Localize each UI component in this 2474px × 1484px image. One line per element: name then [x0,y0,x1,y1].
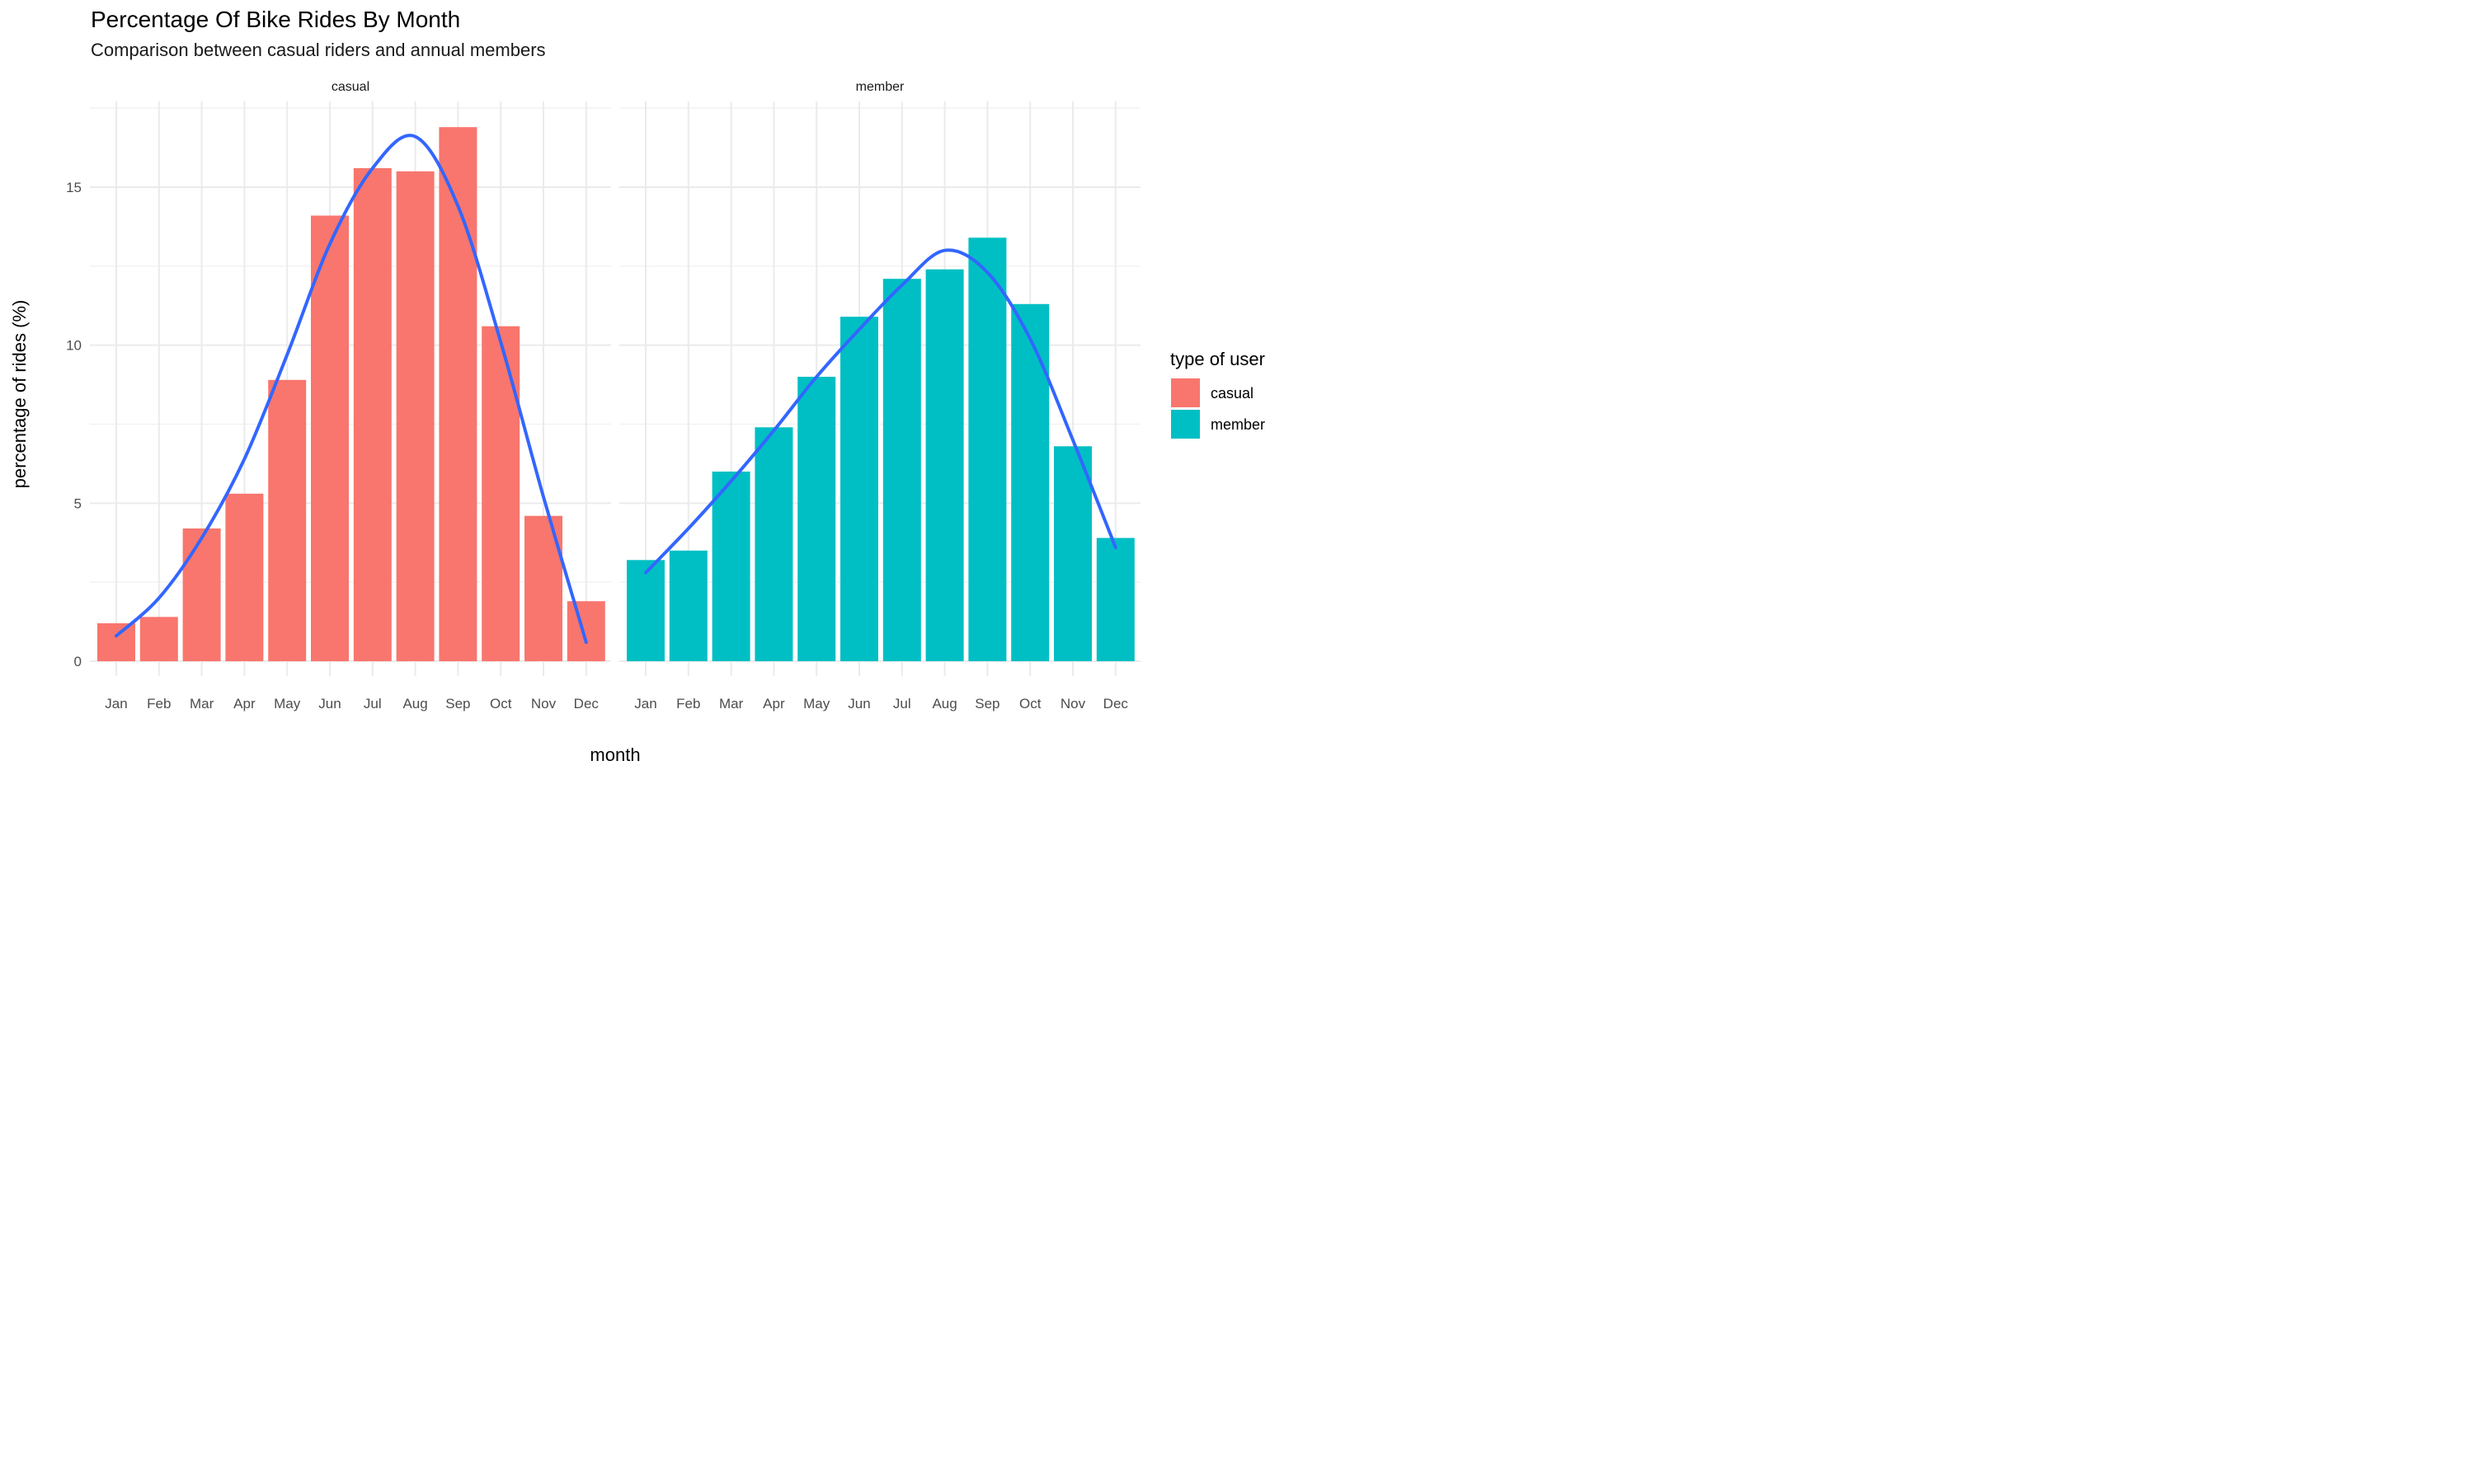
x-tick-label: Jul [364,696,382,711]
x-tick-label: May [274,696,301,711]
y-tick-label: 10 [66,338,82,354]
chart-subtitle: Comparison between casual riders and ann… [91,40,546,60]
y-tick-label: 15 [66,180,82,195]
bar-member-apr [755,427,793,661]
bar-member-jun [840,317,878,661]
bar-member-mar [712,472,750,661]
facet-strip-label: member [856,80,905,94]
faceted-bar-chart: Percentage Of Bike Rides By Month Compar… [9,7,1265,765]
legend-title: type of user [1170,349,1265,369]
bar-member-aug [925,269,964,661]
bar-member-jul [882,279,921,661]
x-tick-label: Jun [848,696,870,711]
bar-casual-jul [353,168,392,661]
bar-member-dec [1096,538,1135,661]
bar-member-nov [1054,446,1092,661]
x-tick-label: Jun [318,696,341,711]
bar-casual-aug [396,171,435,662]
smooth-line-casual [115,134,588,644]
x-tick-label: Nov [531,696,557,711]
x-tick-label: May [803,696,830,711]
legend-swatch-member [1171,410,1200,439]
x-tick-label: Feb [147,696,171,711]
bar-member-sep [968,237,1007,661]
x-tick-label: Nov [1061,696,1086,711]
bar-member-oct [1011,303,1050,661]
y-tick-label: 0 [74,654,82,669]
x-tick-label: Mar [190,696,214,711]
x-tick-label: Jul [893,696,911,711]
legend-swatch-casual [1171,378,1200,407]
bar-member-may [797,377,836,661]
facet-panels: casual Jan Feb Mar Apr May Jun Jul Aug Sep Oct Nov D… [66,80,1141,711]
x-tick-label: Sep [445,696,470,711]
x-tick-label: Oct [490,696,512,711]
x-tick-label: Feb [676,696,700,711]
bar-casual-mar [182,528,221,661]
bar-casual-feb [139,617,178,661]
bar-member-jan [627,560,665,661]
x-tick-label: Apr [233,696,256,711]
x-tick-label: Jan [634,696,656,711]
legend-label-casual: casual [1211,385,1253,402]
bar-casual-oct [482,326,520,661]
bar-casual-jun [311,215,349,661]
x-tick-label: Mar [719,696,744,711]
chart-root: Percentage Of Bike Rides By Month Compar… [0,0,1283,770]
x-tick-label: Dec [1103,696,1129,711]
bar-casual-dec [567,601,605,661]
x-axis-title: month [590,744,640,765]
smooth-line-member [644,248,1117,575]
y-axis-title: percentage of rides (%) [9,300,30,489]
bar-casual-sep [439,127,477,661]
x-tick-label: Dec [574,696,600,711]
x-tick-label: Oct [1019,696,1042,711]
y-tick-label: 5 [74,495,82,511]
facet-panel-member: member Jan Feb Mar Apr May Jun Jul Aug Sep Oct Nov D… [619,80,1141,711]
facet-panel-casual: casual Jan Feb Mar Apr May Jun Jul Aug Sep Oct Nov D… [90,80,611,711]
x-tick-label: Jan [105,696,127,711]
bar-casual-may [268,379,307,661]
bar-member-feb [669,550,708,661]
bar-casual-apr [225,493,264,661]
x-tick-label: Aug [402,696,427,711]
x-tick-label: Apr [763,696,785,711]
x-tick-label: Aug [932,696,957,711]
bar-casual-jan [97,623,135,661]
legend: type of user casual member [1170,349,1265,439]
legend-label-member: member [1211,416,1265,433]
chart-title: Percentage Of Bike Rides By Month [91,7,460,32]
facet-strip-label: casual [332,80,369,94]
x-tick-label: Sep [975,696,999,711]
